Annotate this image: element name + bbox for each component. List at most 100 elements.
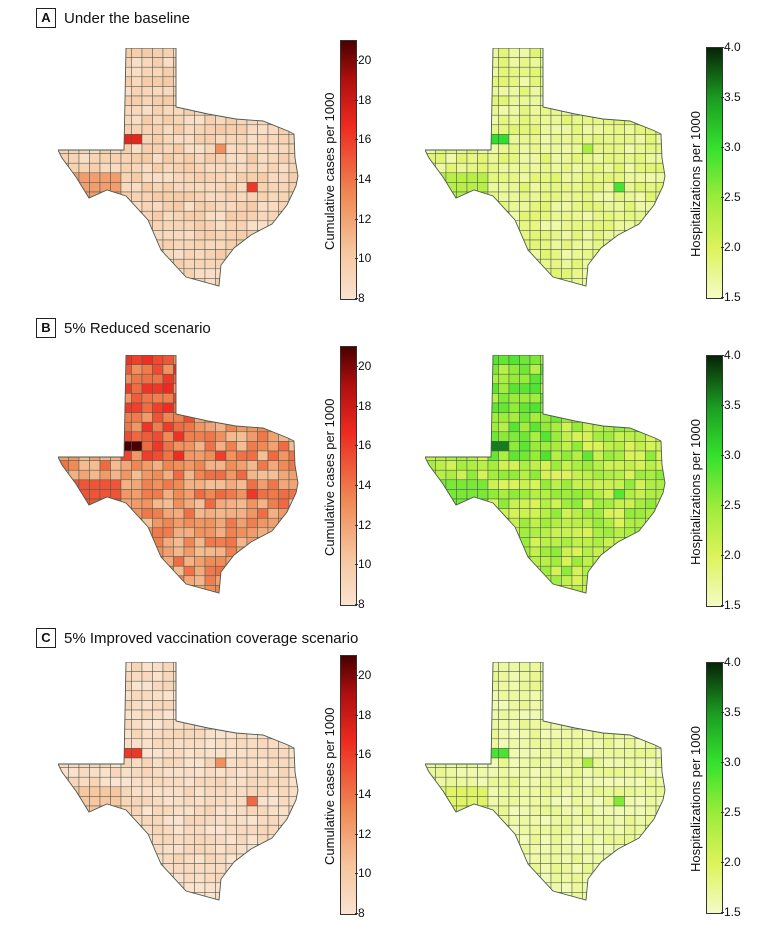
county-cell: [487, 431, 499, 442]
county-cell: [634, 882, 646, 893]
county-cell: [236, 671, 248, 682]
county-cell: [99, 191, 111, 202]
county-cell: [508, 383, 520, 394]
county-cell: [582, 355, 594, 365]
county-cell: [278, 853, 290, 864]
county-cell: [582, 57, 594, 68]
county-cell: [173, 680, 185, 692]
county-cell: [300, 393, 304, 403]
county-cell: [508, 565, 520, 577]
county-cell: [110, 757, 122, 768]
county-cell: [435, 469, 447, 481]
county-cell: [78, 383, 90, 394]
county-cell: [498, 76, 510, 87]
county-cell: [58, 546, 69, 557]
county-cell: [571, 421, 583, 433]
county-cell: [300, 96, 304, 106]
county-cell: [592, 450, 604, 461]
county-cell: [667, 403, 671, 413]
county-cell: [89, 220, 101, 231]
county-cell: [257, 662, 269, 672]
county-cell: [141, 844, 153, 855]
county-cell: [508, 412, 520, 423]
county-cell: [582, 824, 594, 836]
county-cell: [477, 680, 489, 692]
county-cell: [655, 201, 665, 212]
county-cell: [78, 66, 90, 78]
county-cell: [99, 239, 111, 250]
county-cell: [236, 431, 248, 442]
county-cell: [634, 498, 646, 509]
county-cell: [173, 412, 185, 423]
county-cell: [456, 728, 468, 740]
county-cell: [278, 402, 290, 413]
county-cell: [634, 844, 646, 855]
county-cell: [68, 767, 80, 778]
county-cell: [267, 872, 279, 884]
county-cell: [141, 134, 153, 145]
county-cell: [204, 767, 216, 778]
county-cell: [152, 824, 164, 836]
county-cell: [487, 767, 499, 778]
county-cell: [162, 210, 174, 222]
county-cell: [267, 479, 279, 490]
county-cell: [78, 872, 90, 884]
county-cell: [435, 508, 447, 519]
county-cell: [173, 191, 185, 202]
county-cell: [456, 441, 468, 452]
county-cell: [592, 258, 604, 270]
county-cell: [487, 527, 499, 538]
county-cell: [110, 662, 122, 672]
county-cell: [246, 268, 258, 279]
county-cell: [435, 671, 447, 682]
county-cell: [529, 124, 541, 135]
county-cell: [592, 143, 604, 154]
colorbar-tick: 3.0: [721, 448, 741, 462]
county-cell: [257, 882, 269, 893]
county-cell: [99, 95, 111, 106]
county-cell: [519, 95, 531, 106]
county-cell: [173, 757, 185, 768]
county-cell: [99, 748, 111, 759]
county-cell: [173, 431, 185, 442]
county-cell: [445, 421, 457, 433]
county-cell: [99, 517, 111, 529]
colorbar-gradient: [340, 655, 357, 915]
county-cell: [300, 700, 304, 710]
county-cell: [194, 441, 206, 452]
county-cell: [592, 182, 604, 193]
colorbar-gradient: [706, 355, 723, 607]
county-cell: [487, 441, 499, 452]
county-cell: [204, 201, 216, 212]
county-cell: [89, 134, 101, 145]
county-cell: [194, 700, 206, 711]
county-cell: [257, 469, 269, 481]
county-cell: [278, 153, 290, 164]
county-cell: [99, 355, 111, 365]
county-cell: [582, 393, 594, 404]
county-cell: [477, 105, 489, 116]
county-cell: [603, 355, 615, 365]
county-cell: [624, 153, 636, 164]
county-cell: [550, 469, 562, 481]
county-cell: [445, 48, 457, 58]
county-cell: [529, 258, 541, 270]
county-cell: [225, 421, 237, 433]
county-cell: [236, 709, 248, 720]
county-cell: [487, 680, 499, 692]
county-cell: [141, 748, 153, 759]
county-cell: [508, 450, 520, 461]
county-cell: [278, 114, 290, 126]
county-cell: [540, 191, 552, 202]
county-cell: [582, 719, 594, 730]
county-cell: [498, 134, 510, 145]
county-cell: [540, 585, 552, 593]
county-cell: [173, 460, 185, 471]
county-cell: [445, 719, 457, 730]
county-cell: [152, 738, 164, 749]
county-cell: [120, 537, 132, 548]
county-cell: [267, 690, 279, 701]
county-cell: [592, 469, 604, 481]
county-cell: [194, 249, 206, 260]
county-cell: [445, 412, 457, 423]
